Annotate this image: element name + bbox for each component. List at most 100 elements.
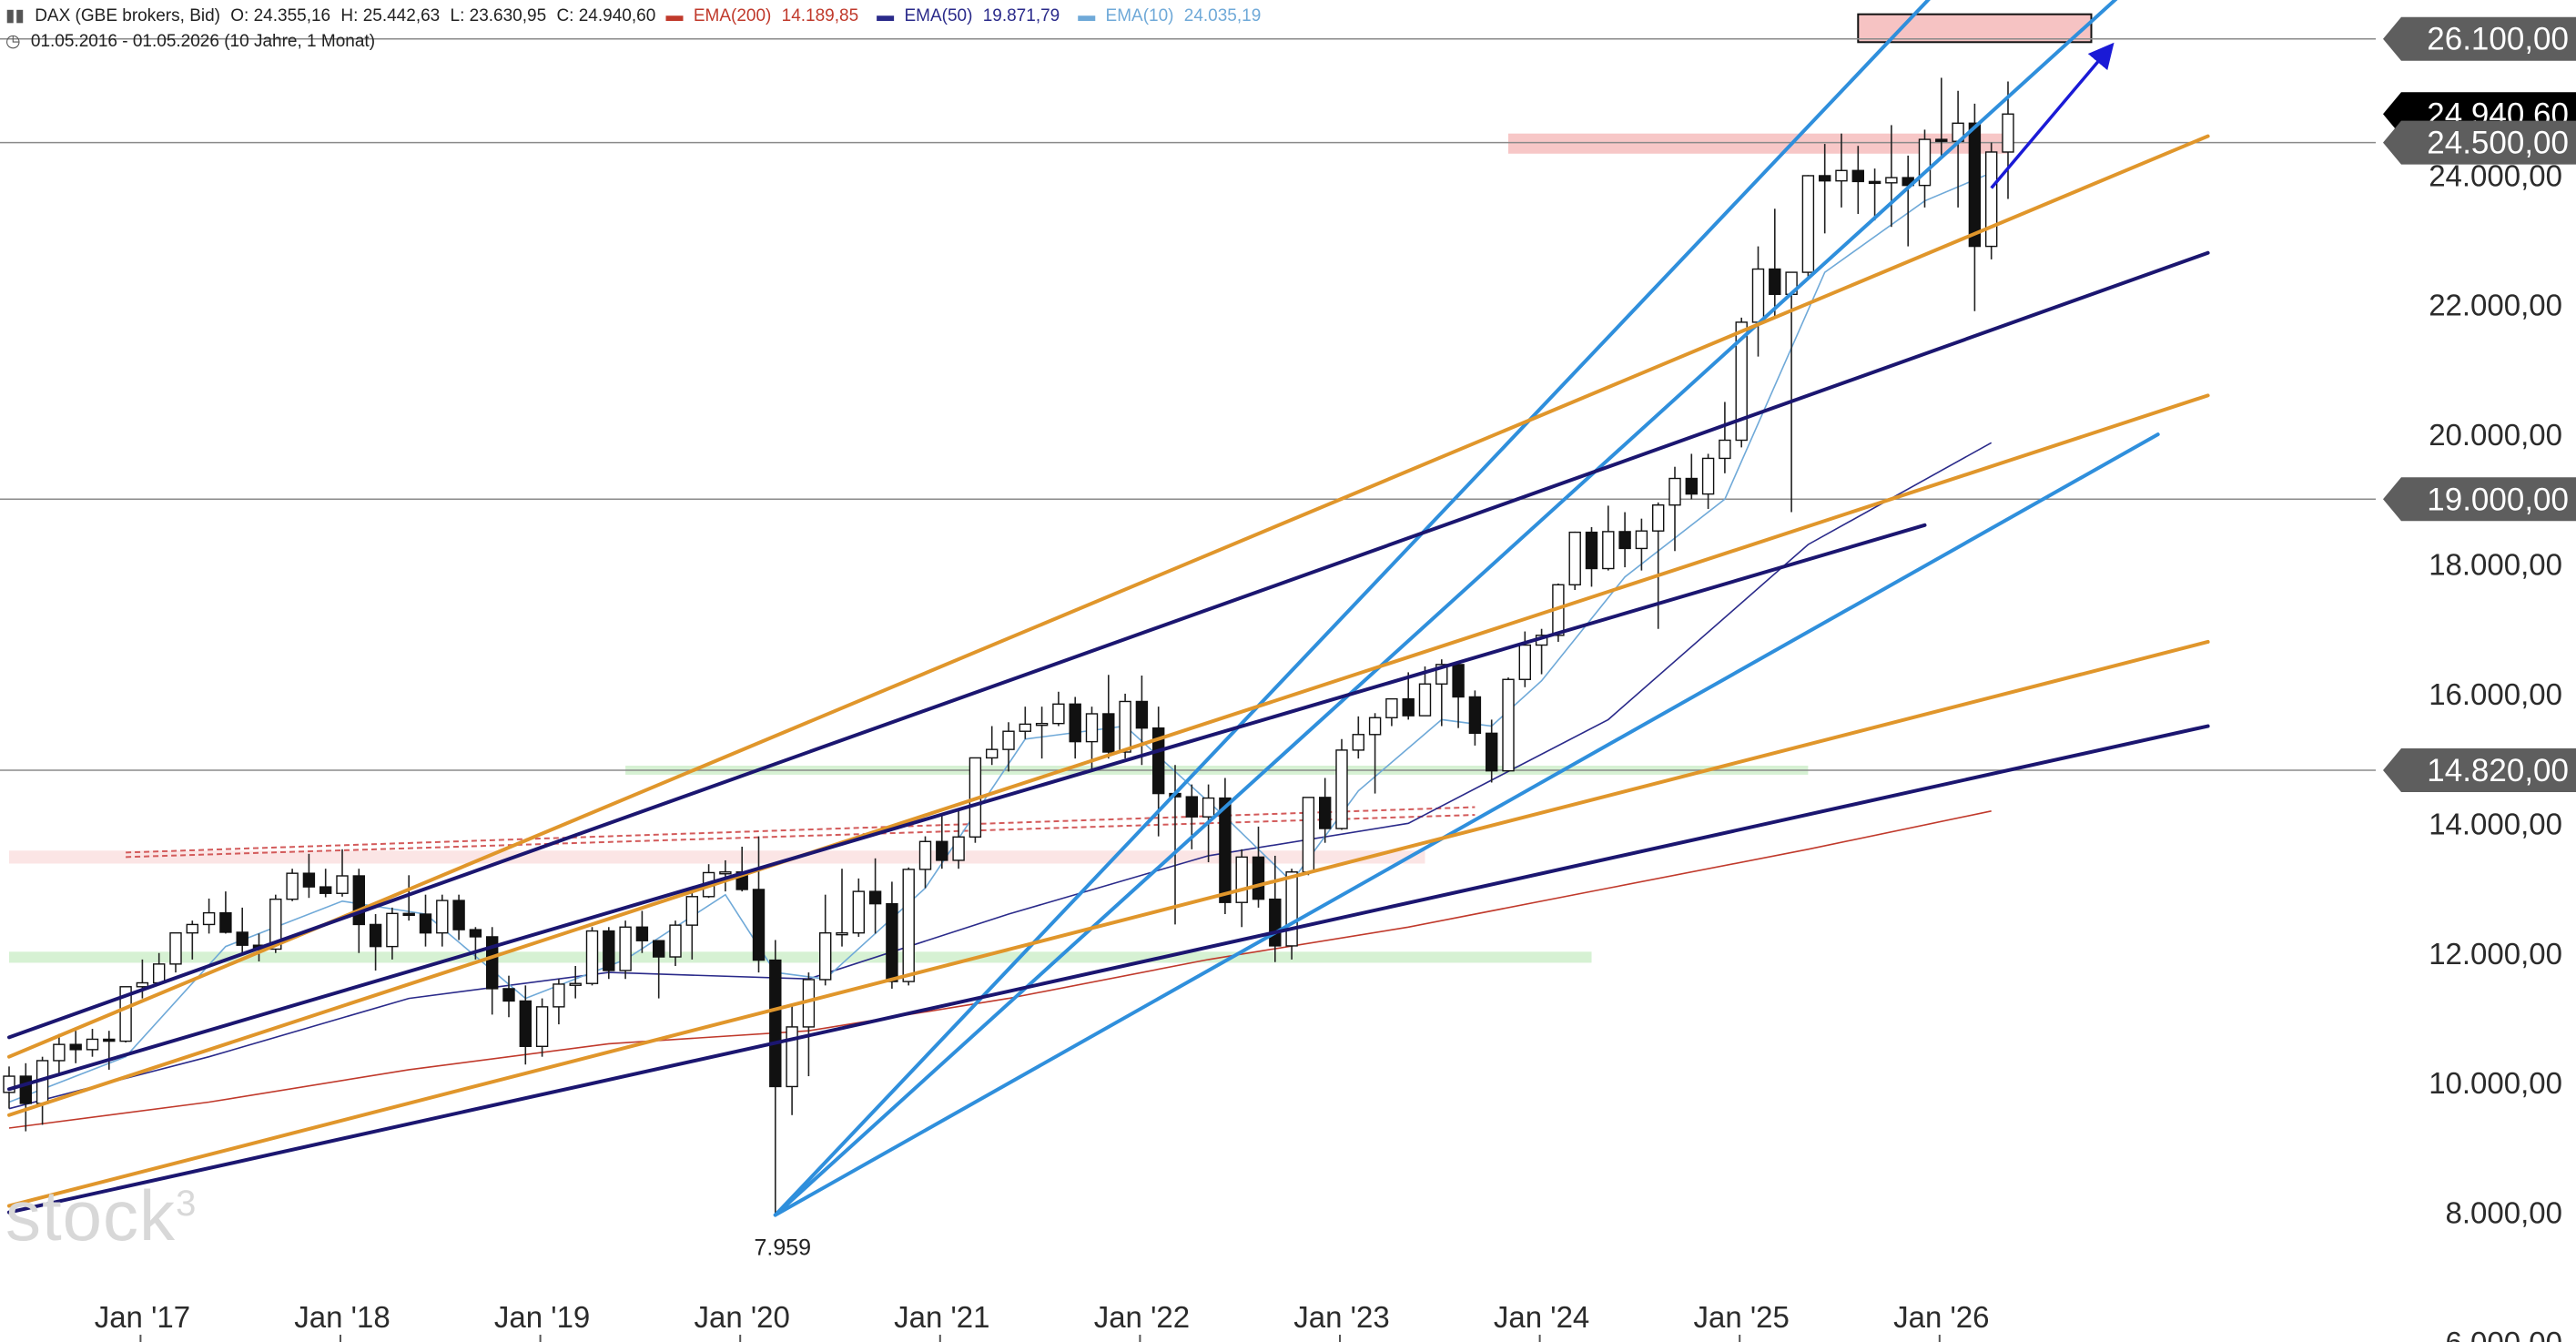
candle[interactable] bbox=[369, 914, 382, 971]
candle[interactable] bbox=[1368, 713, 1382, 794]
candle[interactable] bbox=[219, 891, 232, 934]
candle[interactable] bbox=[1769, 208, 1781, 318]
candle[interactable] bbox=[19, 1062, 32, 1132]
candle[interactable] bbox=[685, 889, 698, 960]
candle[interactable] bbox=[1035, 707, 1049, 759]
candle[interactable] bbox=[69, 1031, 82, 1063]
candle[interactable] bbox=[1318, 778, 1332, 843]
candle[interactable] bbox=[902, 867, 915, 986]
candle[interactable] bbox=[1618, 512, 1631, 568]
candle[interactable] bbox=[1701, 453, 1715, 509]
candle[interactable] bbox=[136, 959, 149, 999]
candle[interactable] bbox=[1402, 672, 1415, 720]
candle[interactable] bbox=[236, 907, 248, 953]
candle[interactable] bbox=[202, 898, 216, 934]
candle[interactable] bbox=[786, 1004, 798, 1115]
candle[interactable] bbox=[1151, 707, 1165, 837]
candle[interactable] bbox=[1518, 631, 1532, 687]
candle[interactable] bbox=[469, 927, 482, 960]
candle[interactable] bbox=[336, 849, 349, 897]
candle[interactable] bbox=[1452, 661, 1465, 728]
candle[interactable] bbox=[402, 875, 415, 921]
candle[interactable] bbox=[1418, 666, 1432, 717]
candle[interactable] bbox=[502, 975, 515, 1018]
candle[interactable] bbox=[452, 894, 465, 940]
candle[interactable] bbox=[603, 927, 615, 980]
candle[interactable] bbox=[752, 836, 766, 973]
candle[interactable] bbox=[569, 965, 582, 999]
candle[interactable] bbox=[1685, 453, 1699, 500]
indicator-ema200[interactable]: ▬ EMA(200) 14.189,85 bbox=[666, 6, 865, 25]
candle[interactable] bbox=[653, 940, 665, 999]
indicator-legend[interactable]: ▬ EMA(200) 14.189,85 ▬ EMA(50) 19.871,79 ▬… bbox=[666, 6, 1280, 25]
candle[interactable] bbox=[1119, 693, 1131, 759]
candle[interactable] bbox=[1135, 675, 1149, 766]
candle[interactable] bbox=[836, 869, 848, 947]
candle[interactable] bbox=[1602, 505, 1615, 571]
candle[interactable] bbox=[1302, 797, 1315, 876]
candle[interactable] bbox=[719, 859, 732, 892]
candle[interactable] bbox=[802, 972, 816, 1077]
candle[interactable] bbox=[86, 1029, 99, 1057]
candle[interactable] bbox=[1984, 142, 1998, 259]
candle[interactable] bbox=[1052, 691, 1065, 727]
candle[interactable] bbox=[169, 931, 182, 973]
candle[interactable] bbox=[1668, 466, 1681, 552]
candle[interactable] bbox=[486, 927, 499, 1015]
candle[interactable] bbox=[535, 998, 549, 1057]
candle[interactable] bbox=[918, 836, 932, 889]
candle[interactable] bbox=[1385, 697, 1398, 727]
candle[interactable] bbox=[1651, 502, 1665, 629]
candle[interactable] bbox=[35, 1056, 49, 1125]
candle[interactable] bbox=[1269, 855, 1282, 962]
candle[interactable] bbox=[286, 869, 299, 901]
candle[interactable] bbox=[152, 952, 166, 986]
candle[interactable] bbox=[319, 869, 332, 898]
candle[interactable] bbox=[1902, 155, 1914, 247]
candle[interactable] bbox=[1069, 696, 1081, 759]
candle[interactable] bbox=[419, 894, 432, 947]
candle[interactable] bbox=[1352, 716, 1365, 759]
candle[interactable] bbox=[1952, 90, 1964, 208]
candle[interactable] bbox=[1102, 675, 1115, 759]
candle[interactable] bbox=[1935, 77, 1948, 156]
candle[interactable] bbox=[619, 920, 632, 980]
candle[interactable] bbox=[519, 985, 532, 1065]
candle[interactable] bbox=[186, 920, 199, 960]
candle[interactable] bbox=[886, 881, 898, 989]
candle[interactable] bbox=[985, 726, 999, 766]
candle[interactable] bbox=[1801, 175, 1815, 280]
indicator-ema10[interactable]: ▬ EMA(10) 24.035,19 bbox=[1078, 6, 1266, 25]
candle[interactable] bbox=[868, 858, 882, 934]
candle[interactable] bbox=[53, 1033, 66, 1073]
candle[interactable] bbox=[1252, 826, 1265, 908]
candle[interactable] bbox=[1868, 168, 1881, 221]
indicator-ema50[interactable]: ▬ EMA(50) 19.871,79 bbox=[877, 6, 1065, 25]
candle[interactable] bbox=[1002, 722, 1015, 772]
candle[interactable] bbox=[1335, 738, 1348, 830]
candle[interactable] bbox=[103, 1031, 116, 1070]
candle[interactable] bbox=[1219, 778, 1232, 915]
candle[interactable] bbox=[1585, 526, 1598, 587]
candle[interactable] bbox=[436, 894, 449, 947]
candle[interactable] bbox=[1719, 402, 1731, 473]
candle[interactable] bbox=[852, 878, 865, 937]
candle[interactable] bbox=[302, 853, 316, 899]
candle[interactable] bbox=[1851, 146, 1865, 214]
candle[interactable] bbox=[1818, 144, 1831, 234]
candle[interactable] bbox=[1885, 125, 1898, 228]
candle[interactable] bbox=[1019, 707, 1032, 739]
candle[interactable] bbox=[819, 894, 832, 986]
candle[interactable] bbox=[769, 940, 782, 1215]
candle[interactable] bbox=[669, 920, 682, 966]
candle[interactable] bbox=[635, 910, 649, 953]
candle[interactable] bbox=[386, 907, 399, 960]
candle[interactable] bbox=[952, 810, 965, 869]
candle[interactable] bbox=[1502, 677, 1515, 772]
candle[interactable] bbox=[1468, 690, 1482, 746]
candle[interactable] bbox=[1968, 103, 1982, 311]
candle[interactable] bbox=[936, 815, 948, 869]
candle[interactable] bbox=[585, 927, 599, 986]
candle[interactable] bbox=[1485, 719, 1498, 783]
